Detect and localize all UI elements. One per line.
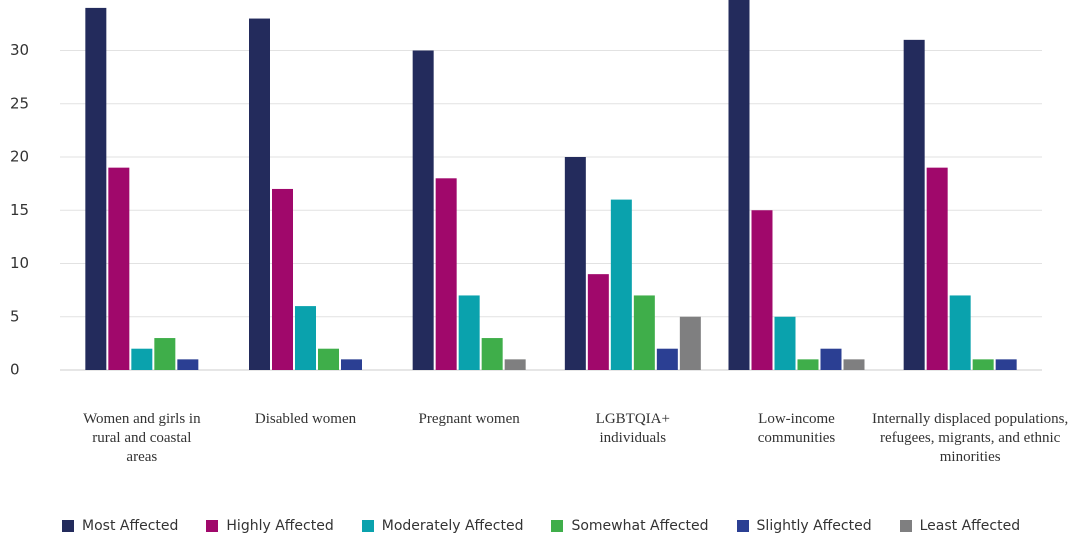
x-tick-label: Low-income communities: [757, 411, 836, 446]
bar: [272, 188, 293, 370]
bar: [504, 359, 526, 370]
bar: [820, 348, 842, 370]
bar: [318, 348, 339, 370]
bar: [249, 18, 270, 371]
bar: [85, 7, 107, 371]
legend-item: Slightly Affected: [736, 518, 872, 534]
y-tick-label: 10: [10, 254, 29, 272]
y-tick-label: 30: [10, 41, 29, 59]
bar: [679, 316, 701, 370]
legend-label: Somewhat Affected: [571, 518, 709, 534]
x-tick-label: Disabled women: [254, 411, 357, 427]
y-tick-label: 25: [10, 94, 29, 112]
bar: [843, 359, 865, 370]
legend: Most Affected Highly Affected Moderately A…: [62, 518, 1020, 534]
bar: [435, 178, 457, 370]
legend-item: Highly Affected: [206, 518, 334, 534]
bar: [926, 167, 948, 370]
bar: [481, 338, 503, 370]
legend-swatch: [361, 520, 374, 532]
bar: [131, 348, 153, 370]
bar: [774, 316, 796, 370]
legend-label: Highly Affected: [226, 518, 334, 534]
legend-label: Most Affected: [82, 518, 179, 534]
bar: [564, 157, 586, 370]
x-tick-label: Pregnant women: [418, 411, 520, 427]
bar: [610, 199, 632, 370]
legend-item: Least Affected: [899, 518, 1021, 534]
chart: 0 5 10 15 20 25 30: [10, 0, 1042, 379]
bar: [295, 306, 316, 370]
y-tick-label: 15: [10, 201, 29, 219]
legend-item: Most Affected: [62, 518, 178, 534]
y-tick-label: 5: [10, 307, 20, 325]
bar: [797, 359, 819, 370]
bar: [633, 295, 655, 370]
legend-label: Moderately Affected: [381, 518, 524, 534]
bar: [972, 359, 994, 370]
y-tick-label: 20: [10, 148, 29, 166]
bar: [154, 338, 176, 370]
bar: [751, 210, 773, 370]
bar: [903, 39, 925, 370]
bar: [587, 274, 609, 370]
legend-item: Somewhat Affected: [551, 518, 709, 534]
legend-swatch: [62, 520, 74, 532]
legend-item: Moderately Affected: [361, 518, 524, 534]
x-tick-label: Women and girls in rural and coastal are…: [83, 411, 201, 465]
bar: [949, 295, 971, 370]
bar: [177, 359, 199, 370]
bar: [995, 359, 1017, 370]
bar: [656, 348, 678, 370]
bar: [728, 0, 750, 370]
bar: [412, 50, 434, 370]
bar: [108, 167, 130, 370]
x-tick-label: LGBTQIA+ individuals: [595, 411, 670, 446]
bar: [341, 359, 362, 370]
legend-label: Least Affected: [919, 518, 1021, 534]
legend-swatch: [206, 520, 219, 532]
legend-swatch: [551, 520, 564, 532]
legend-swatch: [899, 520, 912, 532]
legend-label: Slightly Affected: [756, 518, 872, 534]
y-tick-label: 0: [10, 361, 20, 379]
bar: [458, 295, 480, 370]
x-tick-label: Internally displaced populations, refuge…: [872, 411, 1069, 465]
legend-swatch: [736, 520, 749, 532]
